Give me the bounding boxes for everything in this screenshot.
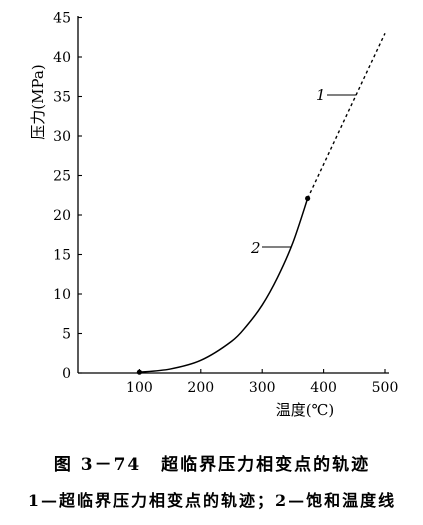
x-tick-label: 500 <box>372 380 399 396</box>
series-2-saturation-curve <box>139 198 309 373</box>
y-tick-label: 35 <box>53 90 71 106</box>
y-tick-label: 15 <box>53 248 71 264</box>
series-1-supercritical-locus-line <box>307 33 386 199</box>
markers-layer <box>136 195 311 375</box>
y-tick-label: 5 <box>62 327 71 343</box>
y-tick-label: 40 <box>53 50 71 66</box>
x-tick-label: 200 <box>187 380 214 396</box>
figure-title: 超临界压力相变点的轨迹 <box>161 454 370 475</box>
legend-name-2: 饱和温度线 <box>306 491 396 510</box>
y-tick-label: 0 <box>62 366 71 382</box>
data-marker <box>136 369 142 375</box>
y-tick-label: 45 <box>53 11 71 27</box>
y-axis-title: 压力(MPa) <box>29 64 47 139</box>
figure-number: 图 3－74 <box>54 455 141 475</box>
legend-name-1: 超临界压力相变点的轨迹 <box>58 491 257 510</box>
data-marker <box>305 195 311 202</box>
x-tick-label: 300 <box>249 380 276 396</box>
x-axis-title: 温度(℃) <box>276 401 334 419</box>
figure-caption: 图 3－74 超临界压力相变点的轨迹 <box>54 454 370 475</box>
ticks-layer: 0 5 10 15 20 25 30 35 40 45 100 200 300 400 500 <box>53 11 398 397</box>
legend-separator: — <box>288 491 306 510</box>
curve-label-2: 2 <box>250 239 261 257</box>
legend-label-1: 1 <box>28 491 41 510</box>
legend-separator: — <box>41 491 59 510</box>
y-tick-label: 25 <box>53 169 71 185</box>
curve-label-1: 1 <box>316 86 326 104</box>
legend-delimiter: ； <box>257 491 275 510</box>
legend-label-2: 2 <box>275 491 288 510</box>
x-tick-label: 100 <box>126 380 153 396</box>
y-tick-label: 30 <box>53 129 71 145</box>
y-tick-label: 10 <box>53 287 71 303</box>
y-tick-label: 20 <box>53 208 71 224</box>
legend-caption: 1—超临界压力相变点的轨迹；2—饱和温度线 <box>28 491 396 510</box>
x-tick-label: 400 <box>310 380 337 396</box>
